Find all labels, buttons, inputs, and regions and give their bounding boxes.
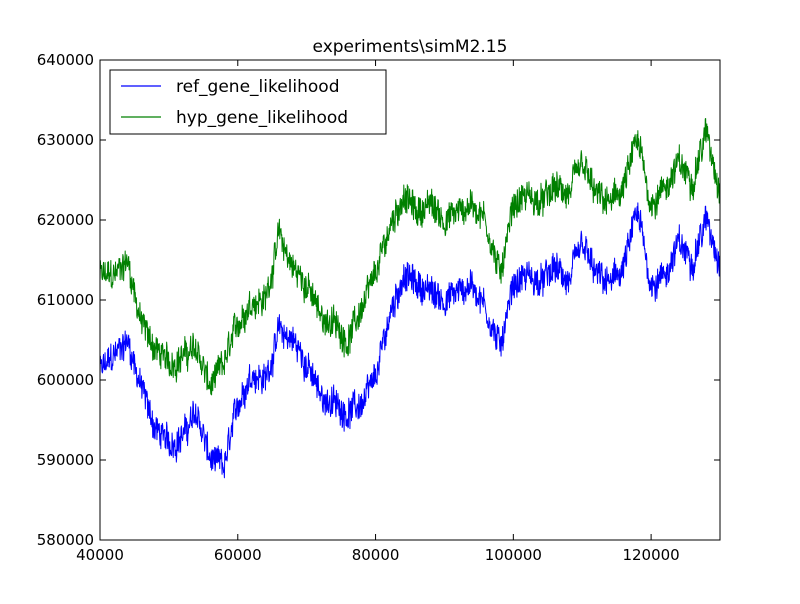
y-tick-label: 630000: [37, 131, 94, 149]
legend-label-ref-gene-likelihood: ref_gene_likelihood: [176, 77, 340, 97]
series-layer: [100, 117, 720, 479]
chart-title: experiments\simM2.15: [313, 37, 508, 57]
y-tick-label: 620000: [37, 211, 94, 229]
x-tick-label: 80000: [352, 546, 400, 564]
legend-box: [109, 69, 387, 135]
legend: ref_gene_likelihood hyp_gene_likelihood: [109, 69, 387, 135]
y-tick-label: 640000: [37, 51, 94, 69]
x-tick-label: 40000: [76, 546, 124, 564]
x-tick-label: 120000: [622, 546, 679, 564]
x-axis: 40000 60000 80000 100000 120000: [76, 60, 680, 564]
plot-area: 40000 60000 80000 100000 120000 580000 590000…: [37, 51, 721, 564]
x-tick-label: 100000: [485, 546, 542, 564]
y-tick-label: 590000: [37, 451, 94, 469]
y-tick-label: 610000: [37, 291, 94, 309]
y-axis: 580000 590000 600000 610000 620000 630000 6400…: [37, 51, 720, 549]
legend-label-hyp-gene-likelihood: hyp_gene_likelihood: [176, 108, 348, 128]
x-tick-label: 60000: [214, 546, 262, 564]
y-tick-label: 600000: [37, 371, 94, 389]
series-line-ref-gene-likelihood: [100, 202, 720, 479]
y-tick-label: 580000: [37, 531, 94, 549]
series-line-hyp-gene-likelihood: [100, 117, 720, 396]
